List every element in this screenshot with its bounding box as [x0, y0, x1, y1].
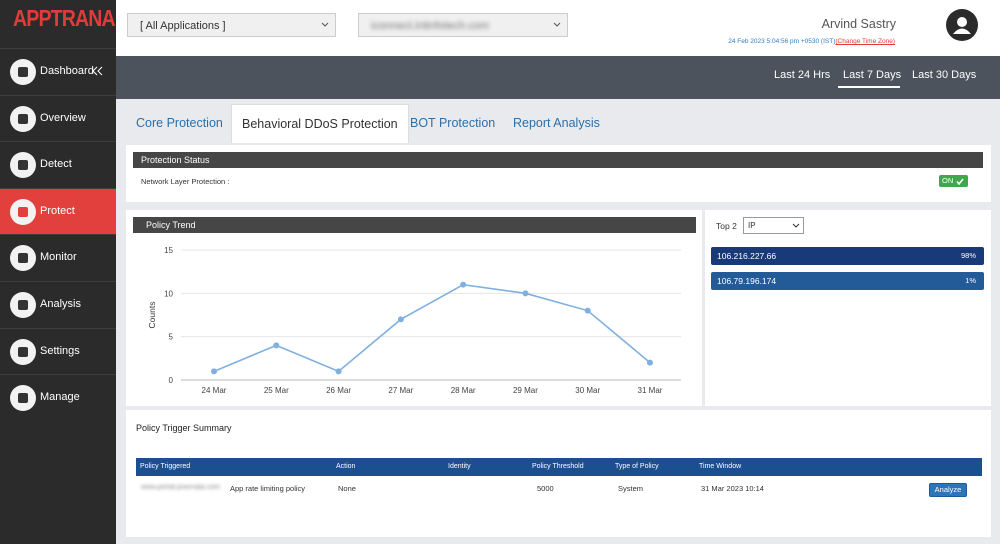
- x-tick-label: 26 Mar: [326, 386, 351, 395]
- cell-policy: App rate limiting policy: [230, 484, 306, 493]
- summary-title: Policy Trigger Summary: [136, 423, 232, 433]
- top-select[interactable]: IP: [743, 217, 804, 234]
- x-tick-label: 27 Mar: [388, 386, 413, 395]
- chart-header: Policy Trend: [133, 217, 696, 233]
- site-select[interactable]: iconnect.intinfotech.com: [358, 13, 568, 37]
- filter-bar: [116, 56, 1000, 99]
- user-name[interactable]: Arvind Sastry: [821, 17, 896, 31]
- logo[interactable]: APPTRANA: [13, 5, 116, 31]
- x-tick-label: 28 Mar: [451, 386, 476, 395]
- change-tz-link[interactable]: (Change Time Zone): [835, 38, 895, 45]
- caret: [321, 22, 329, 27]
- y-tick-label: 15: [164, 246, 173, 255]
- datetime-text: 24 Feb 2023 5:04:56 pm +0530 (IST): [728, 38, 836, 45]
- datetime: 24 Feb 2023 5:04:56 pm +0530 (IST)(Chang…: [728, 38, 895, 45]
- active-underline: [838, 86, 900, 88]
- status-label: Network Layer Protection :: [141, 177, 230, 186]
- caret: [553, 22, 561, 27]
- time-filter[interactable]: Last 7 Days: [843, 69, 902, 81]
- nav-item[interactable]: Dashboard: [0, 48, 116, 95]
- point: [273, 342, 280, 349]
- table-header: [136, 458, 982, 476]
- ip: 106.79.196.174: [717, 276, 777, 286]
- nav-item[interactable]: Monitor: [0, 234, 116, 281]
- cell-window: 31 Mar 2023 10:14: [701, 484, 764, 493]
- caret: [792, 223, 800, 228]
- trend-line: [213, 283, 651, 373]
- nav-label: Analysis: [40, 298, 81, 310]
- sidebar: APPTRANA Dashboard Overview Detect Prote…: [0, 0, 116, 544]
- nav-item[interactable]: Protect: [0, 187, 116, 235]
- share: 1%: [965, 276, 976, 285]
- share: 98%: [960, 251, 976, 260]
- tab[interactable]: Core Protection: [136, 116, 223, 130]
- panel-header: Protection Status: [133, 152, 983, 168]
- cell-threshold: 5000: [537, 484, 554, 493]
- select-text: [ All Applications ]: [140, 20, 226, 32]
- x-tick-label: 31 Mar: [638, 386, 663, 395]
- nav-item[interactable]: Overview: [0, 94, 116, 142]
- y-tick-label: 5: [169, 333, 174, 342]
- top-label: Top 2: [716, 221, 737, 231]
- nav-item[interactable]: Analysis: [0, 281, 116, 328]
- select-text: IP: [748, 221, 756, 230]
- cell-type: System: [618, 484, 644, 493]
- point: [584, 307, 591, 314]
- y-axis-label: Counts: [147, 302, 157, 329]
- cell-action: None: [338, 484, 356, 493]
- column-header: Time Window: [699, 463, 742, 470]
- nav-label: Dashboard: [40, 65, 94, 77]
- nav-label: Protect: [40, 204, 75, 217]
- check-icon: [956, 178, 964, 185]
- status-badge[interactable]: ON: [939, 175, 968, 187]
- nav-label: Detect: [40, 158, 72, 171]
- column-header: Action: [336, 463, 356, 470]
- x-tick-label: 30 Mar: [575, 386, 600, 395]
- nav-item[interactable]: Manage: [0, 374, 116, 421]
- y-tick-label: 0: [169, 376, 174, 385]
- nav-item[interactable]: Settings: [0, 327, 116, 375]
- x-tick-label: 29 Mar: [513, 386, 538, 395]
- point: [647, 359, 653, 366]
- top-panel: [705, 210, 991, 406]
- cell-host: www.portal.poornata.com: [141, 484, 220, 491]
- app-select[interactable]: [ All Applications ]: [127, 13, 336, 37]
- x-tick-label: 24 Mar: [202, 386, 227, 395]
- point: [522, 290, 529, 297]
- nav-label: Settings: [40, 344, 80, 357]
- select-text: iconnect.intinfotech.com: [371, 20, 490, 32]
- top-item[interactable]: 106.216.227.66 98%: [711, 247, 984, 265]
- analyze-button[interactable]: Analyze: [929, 483, 967, 497]
- x-tick-label: 25 Mar: [264, 386, 289, 395]
- point: [460, 281, 467, 288]
- collapse-icon[interactable]: [92, 66, 104, 76]
- chart-panel: [126, 210, 702, 406]
- nav-label: Manage: [40, 391, 80, 404]
- badge-text: ON: [942, 176, 954, 185]
- point: [335, 368, 342, 375]
- tab-active[interactable]: Behavioral DDoS Protection: [231, 104, 409, 143]
- column-header: Identity: [448, 463, 471, 470]
- point: [397, 316, 404, 323]
- nav-item[interactable]: Detect: [0, 141, 116, 188]
- avatar[interactable]: [945, 8, 979, 42]
- nav-label: Monitor: [40, 251, 77, 264]
- line-chart: Counts 0 5 10 15 24 Mar 25 Mar 26 Mar 27 Mar 28 …: [147, 246, 681, 395]
- column-header: Policy Triggered: [140, 463, 191, 470]
- time-filter[interactable]: Last 24 Hrs: [774, 69, 831, 81]
- column-header: Type of Policy: [615, 463, 659, 470]
- time-filter[interactable]: Last 30 Days: [912, 69, 977, 81]
- top-item[interactable]: 106.79.196.174 1%: [711, 272, 984, 290]
- nav-label: Overview: [40, 111, 86, 124]
- tab[interactable]: BOT Protection: [410, 116, 496, 130]
- tab[interactable]: Report Analysis: [513, 116, 600, 130]
- column-header: Policy Threshold: [532, 463, 584, 470]
- y-tick-label: 10: [164, 289, 173, 298]
- point: [211, 368, 217, 375]
- ip: 106.216.227.66: [717, 251, 777, 261]
